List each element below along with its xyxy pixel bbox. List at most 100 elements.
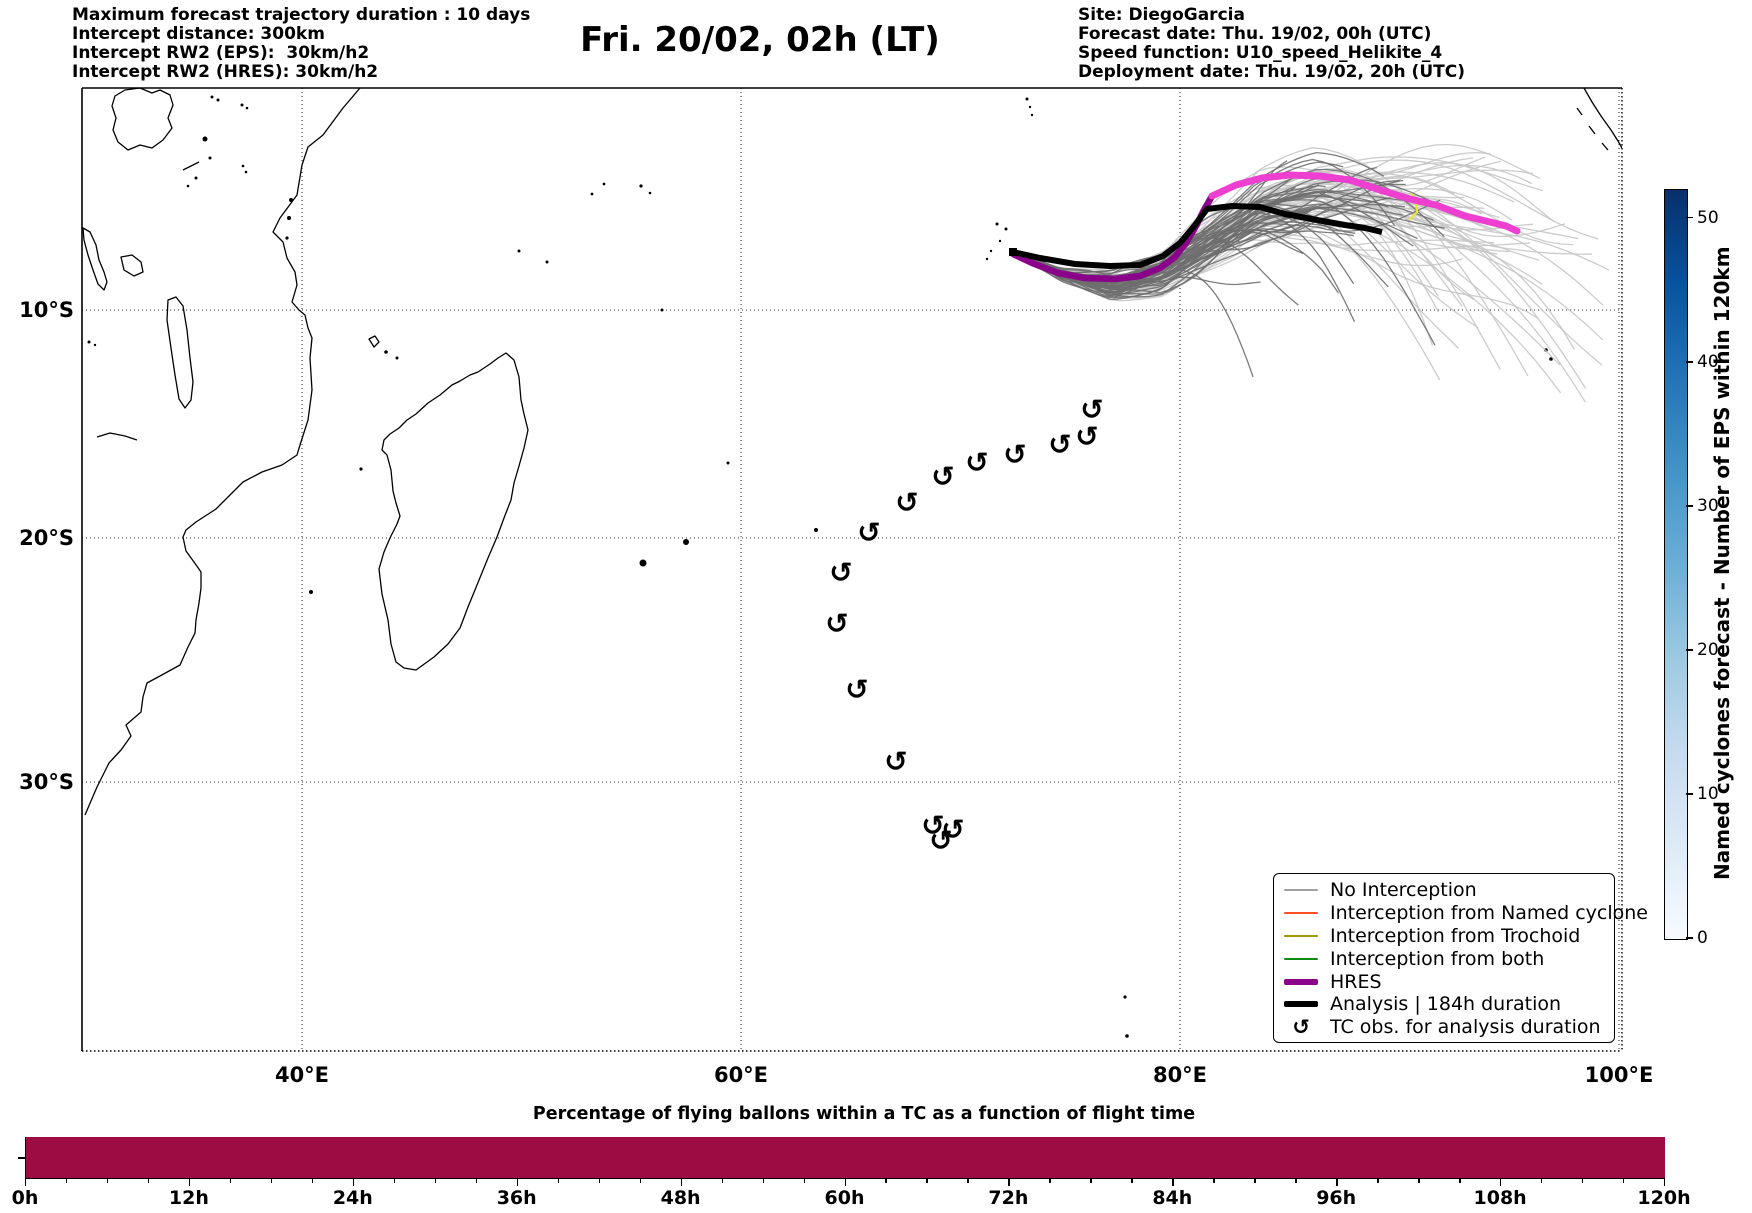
lat-tick-label: 30°S bbox=[19, 770, 74, 794]
flight-time-minor-tick bbox=[926, 1178, 928, 1183]
lat-tick-label: 20°S bbox=[19, 526, 74, 550]
colorbar-tick bbox=[1686, 793, 1693, 795]
legend-swatch bbox=[1284, 978, 1318, 985]
page-title: Fri. 20/02, 02h (LT) bbox=[580, 20, 940, 60]
flight-time-minor-tick bbox=[1090, 1178, 1092, 1183]
legend-label: TC obs. for analysis duration bbox=[1330, 1016, 1601, 1039]
colorbar-tick-label: 10 bbox=[1697, 783, 1719, 804]
island-dot bbox=[359, 467, 363, 471]
flight-time-major-tick bbox=[1008, 1178, 1010, 1186]
legend-item: Interception from both bbox=[1284, 947, 1606, 970]
legend-label: Interception from Named cyclone bbox=[1330, 902, 1648, 925]
ensemble-member-trajectory bbox=[1012, 228, 1299, 294]
legend-item: Analysis | 184h duration bbox=[1284, 993, 1606, 1016]
island-dot bbox=[1004, 227, 1008, 231]
rift-lake-dash bbox=[182, 161, 200, 171]
bottom-chart-ytick bbox=[18, 1157, 25, 1159]
island-dot bbox=[287, 216, 291, 220]
tc-obs-marker: ↺ bbox=[857, 516, 880, 549]
tc-obs-marker: ↺ bbox=[829, 556, 852, 589]
africa-coast bbox=[84, 88, 361, 816]
balloon-percentage-bar bbox=[25, 1137, 1665, 1178]
lat-tick-label: 10°S bbox=[19, 298, 74, 322]
legend-item: No Interception bbox=[1284, 879, 1606, 902]
flight-time-minor-tick bbox=[475, 1178, 478, 1183]
flight-time-minor-tick bbox=[434, 1178, 437, 1183]
flight-time-minor-tick bbox=[1459, 1178, 1461, 1183]
island-dot bbox=[660, 308, 664, 312]
flight-time-minor-tick bbox=[1623, 1178, 1625, 1183]
island-dot bbox=[1028, 105, 1032, 109]
colorbar-label: Named cyclones forecast - Number of EPS … bbox=[1710, 246, 1734, 881]
island-dot bbox=[202, 136, 208, 142]
colorbar-tick-label: 40 bbox=[1697, 351, 1719, 372]
legend-swatch bbox=[1284, 957, 1318, 960]
lon-tick-label: 40°E bbox=[275, 1063, 329, 1087]
flight-time-minor-tick bbox=[1131, 1178, 1133, 1183]
flight-time-minor-tick bbox=[639, 1178, 642, 1183]
island-dot bbox=[244, 170, 248, 174]
header-line: Intercept RW2 (HRES): 30km/h2 bbox=[72, 62, 379, 82]
flight-time-minor-tick bbox=[270, 1178, 273, 1183]
colorbar-tick bbox=[1686, 649, 1693, 651]
flight-time-minor-tick bbox=[598, 1178, 601, 1183]
header-line: Forecast date: Thu. 19/02, 00h (UTC) bbox=[1078, 24, 1432, 44]
flight-time-major-tick bbox=[1336, 1178, 1338, 1186]
island-dot bbox=[240, 103, 244, 107]
island-dot bbox=[989, 249, 993, 253]
lake-malawi bbox=[166, 296, 194, 409]
eps-ensemble-trajectories bbox=[1012, 143, 1610, 403]
colorbar-tick-label: 30 bbox=[1697, 495, 1719, 516]
colorbar-tick-label: 0 bbox=[1697, 928, 1708, 948]
lake-tanganyika bbox=[82, 227, 108, 291]
legend-label: Interception from Trochoid bbox=[1330, 924, 1581, 947]
tc-obs-marker: ↺ bbox=[825, 607, 848, 640]
flight-time-tick-label: 96h bbox=[1316, 1187, 1357, 1209]
lake-victoria bbox=[111, 88, 174, 151]
lon-tick-label: 100°E bbox=[1585, 1063, 1654, 1087]
flight-time-tick-label: 0h bbox=[11, 1187, 39, 1209]
sumatra-islet bbox=[1601, 142, 1609, 151]
madagascar bbox=[378, 352, 529, 671]
grande-comore bbox=[368, 335, 380, 348]
legend-swatch bbox=[1284, 889, 1318, 892]
legend-item: Interception from Named cyclone bbox=[1284, 902, 1648, 925]
island-dot bbox=[285, 236, 289, 240]
tc-observations: ↺↺↺↺↺↺↺↺↺↺↺↺↺↺↺ bbox=[825, 393, 1103, 857]
flight-time-minor-tick bbox=[1213, 1178, 1215, 1183]
tc-obs-marker: ↺ bbox=[965, 446, 988, 479]
flight-time-minor-tick bbox=[393, 1178, 396, 1183]
tc-obs-marker: ↺ bbox=[845, 673, 868, 706]
island-dot bbox=[241, 164, 245, 168]
island-dot bbox=[998, 239, 1002, 243]
flight-time-minor-tick bbox=[1541, 1178, 1543, 1183]
legend-item: Interception from Trochoid bbox=[1284, 925, 1606, 948]
tc-obs-marker: ↺ bbox=[921, 809, 944, 842]
colorbar-tick-label: 50 bbox=[1697, 207, 1719, 228]
lon-tick-label: 80°E bbox=[1153, 1063, 1207, 1087]
flight-time-minor-tick bbox=[1049, 1178, 1051, 1183]
tc-obs-marker: ↺ bbox=[941, 813, 964, 846]
legend-line-sample bbox=[1284, 934, 1318, 938]
header-line: Site: DiegoGarcia bbox=[1078, 5, 1245, 25]
tc-obs-icon: ↺ bbox=[1292, 1015, 1310, 1040]
island-dot bbox=[245, 106, 249, 110]
flight-time-major-tick bbox=[1664, 1178, 1666, 1186]
legend-swatch: ↺ bbox=[1284, 1015, 1318, 1040]
flight-time-minor-tick bbox=[967, 1178, 969, 1183]
island-dot bbox=[210, 95, 214, 99]
flight-time-minor-tick bbox=[1582, 1178, 1584, 1183]
tc-obs-marker: ↺ bbox=[1075, 420, 1098, 453]
tc-obs-marker: ↺ bbox=[1080, 393, 1103, 426]
island-dot bbox=[639, 559, 647, 567]
flight-time-major-tick bbox=[25, 1178, 27, 1186]
flight-time-tick-label: 36h bbox=[496, 1187, 537, 1209]
legend-label: Analysis | 184h duration bbox=[1330, 993, 1562, 1016]
island-dot bbox=[216, 98, 220, 102]
flight-time-tick-label: 24h bbox=[332, 1187, 373, 1209]
colorbar-tick bbox=[1686, 217, 1693, 219]
flight-time-minor-tick bbox=[1377, 1178, 1379, 1183]
island-dot bbox=[87, 340, 91, 344]
flight-time-tick-label: 120h bbox=[1637, 1187, 1691, 1209]
